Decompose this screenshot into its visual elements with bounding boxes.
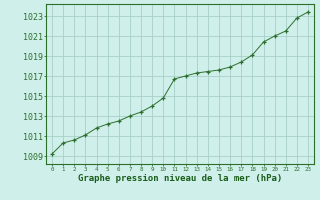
X-axis label: Graphe pression niveau de la mer (hPa): Graphe pression niveau de la mer (hPa) <box>78 174 282 183</box>
